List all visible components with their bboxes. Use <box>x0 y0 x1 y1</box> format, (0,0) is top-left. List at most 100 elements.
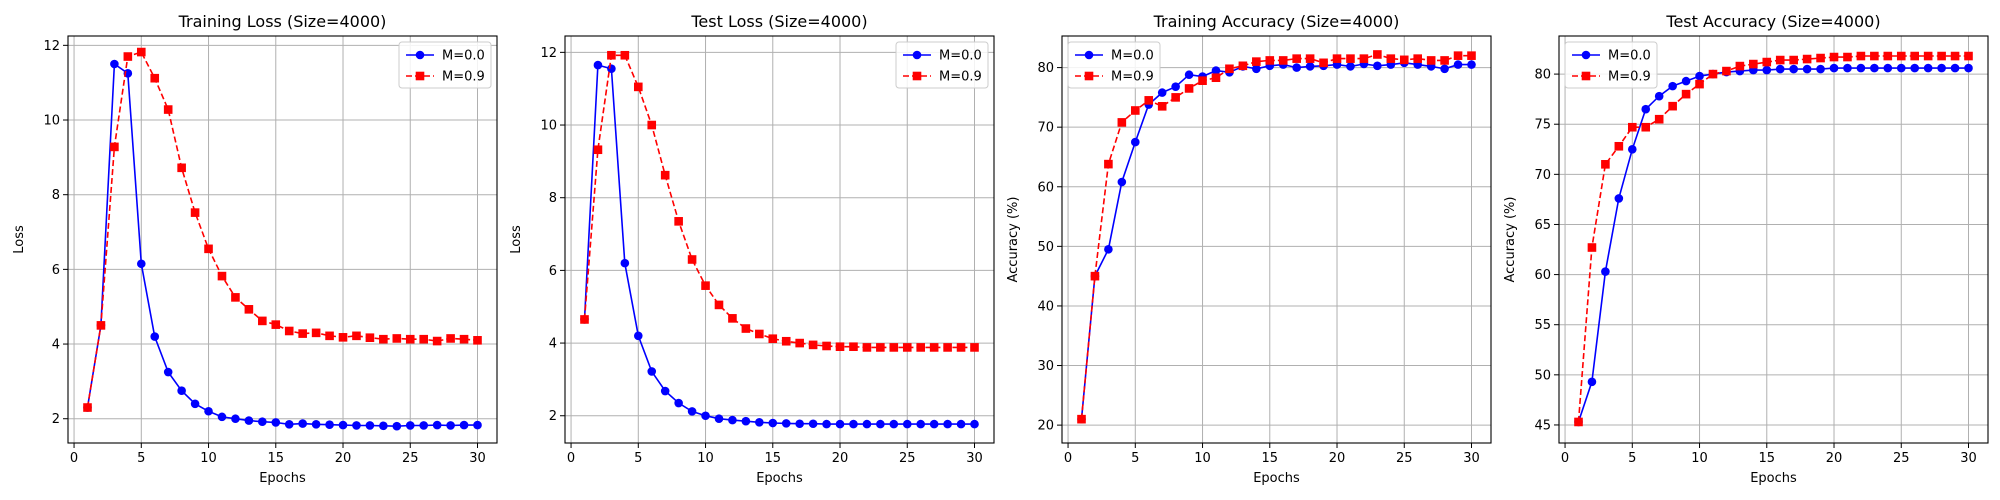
data-point-marker <box>446 334 455 343</box>
data-point-marker <box>1399 55 1409 65</box>
y-tick-label: 2 <box>549 409 557 424</box>
data-point-marker <box>83 403 92 412</box>
data-point-marker <box>459 420 469 430</box>
x-tick-label: 5 <box>1628 451 1636 466</box>
data-point-marker <box>1923 51 1933 61</box>
legend-marker <box>912 50 922 60</box>
y-tick-label: 2 <box>52 412 60 427</box>
data-point-marker <box>1856 51 1866 61</box>
legend-marker <box>912 71 922 81</box>
data-point-marker <box>459 334 469 344</box>
plot-frame <box>67 35 498 444</box>
series-line-2 <box>1080 53 1472 420</box>
y-tick-label: 60 <box>1534 268 1551 283</box>
data-point-marker <box>1789 64 1798 74</box>
data-point-marker <box>352 421 361 430</box>
y-tick-label: 40 <box>1037 299 1054 314</box>
data-point-marker <box>150 73 160 83</box>
y-tick-label: 4 <box>52 338 60 353</box>
x-tick-label: 10 <box>697 451 714 466</box>
data-point-marker <box>1910 63 1920 73</box>
data-point-marker <box>432 420 442 430</box>
data-point-marker <box>1090 271 1100 281</box>
data-point-marker <box>755 417 764 427</box>
data-point-marker <box>271 418 281 427</box>
data-point-marker <box>1937 63 1946 73</box>
legend-marker <box>1084 50 1094 60</box>
data-point-marker <box>822 419 831 429</box>
data-point-marker <box>660 170 670 180</box>
data-point-marker <box>755 329 764 339</box>
data-point-marker <box>1292 63 1301 72</box>
data-point-marker <box>1467 60 1476 69</box>
data-point-marker <box>1117 118 1127 127</box>
chart-panel-3: 0 5 10 15 20 25 30 20 30 40 50 60 70 80 Training Accur… <box>1006 12 1492 486</box>
data-point-marker <box>379 334 388 344</box>
data-point-marker <box>1453 51 1463 60</box>
data-point-marker <box>687 407 697 416</box>
y-axis-label: Loss <box>509 225 524 254</box>
x-tick-label: 10 <box>200 451 217 466</box>
data-point-marker <box>325 331 334 341</box>
data-point-marker <box>741 324 751 333</box>
series-line-1 <box>583 64 975 425</box>
data-point-marker <box>177 163 186 173</box>
data-point-marker <box>1373 50 1382 59</box>
data-point-marker <box>136 47 146 57</box>
data-point-marker <box>231 414 240 424</box>
data-point-marker <box>1843 63 1852 73</box>
chart-title: Test Loss (Size=4000) <box>690 12 867 31</box>
data-point-marker <box>902 419 912 429</box>
data-point-marker <box>1587 243 1597 252</box>
y-tick-label: 75 <box>1534 118 1551 133</box>
data-point-marker <box>916 343 926 352</box>
data-point-marker <box>123 52 133 61</box>
y-tick-label: 70 <box>1037 121 1054 136</box>
data-point-marker <box>1130 137 1140 147</box>
data-point-marker <box>1627 144 1637 154</box>
data-point-marker <box>970 343 979 352</box>
data-point-marker <box>1332 54 1342 63</box>
data-point-marker <box>1130 106 1140 115</box>
x-tick-label: 5 <box>634 451 642 466</box>
data-point-marker <box>714 300 724 310</box>
data-point-marker <box>1601 160 1610 169</box>
data-point-marker <box>204 244 213 254</box>
x-tick-label: 5 <box>1131 451 1139 466</box>
legend: M=0.0 M=0.9 <box>1564 41 1658 89</box>
data-point-marker <box>1654 91 1664 101</box>
data-point-marker <box>311 420 321 429</box>
data-point-marker <box>1386 54 1396 63</box>
data-point-marker <box>849 342 858 352</box>
data-point-marker <box>1883 51 1893 61</box>
data-point-marker <box>862 419 872 429</box>
data-point-marker <box>110 142 119 152</box>
data-point-marker <box>96 321 106 330</box>
data-point-marker <box>473 336 482 345</box>
data-point-marker <box>728 314 737 323</box>
chart-panel-2: 0 5 10 15 20 25 30 2 4 6 8 10 12 Test Loss (Size=4000… <box>509 12 995 486</box>
data-point-marker <box>1964 51 1973 61</box>
x-axis-label: Epochs <box>1750 471 1797 486</box>
x-tick-label: 0 <box>70 451 78 466</box>
x-tick-label: 15 <box>268 451 285 466</box>
data-point-marker <box>822 341 831 351</box>
x-tick-label: 15 <box>1262 451 1279 466</box>
chart-panel-1: 0 5 10 15 20 25 30 2 4 6 8 10 12 Training Loss (Size=… <box>12 12 498 486</box>
y-tick-label: 45 <box>1534 418 1551 433</box>
x-tick-label: 25 <box>1396 451 1413 466</box>
x-tick-label: 20 <box>1329 451 1346 466</box>
data-point-marker <box>419 421 429 430</box>
data-point-marker <box>768 418 778 428</box>
data-point-marker <box>1305 62 1315 71</box>
legend-marker <box>1581 71 1591 81</box>
data-point-marker <box>1574 417 1583 427</box>
data-point-marker <box>1117 177 1127 187</box>
legend-label: M=0.0 <box>442 49 485 64</box>
y-tick-label: 55 <box>1534 318 1551 333</box>
data-point-marker <box>1373 61 1382 71</box>
data-point-marker <box>271 320 281 329</box>
data-point-marker <box>204 406 213 416</box>
data-point-marker <box>1641 104 1651 114</box>
data-point-marker <box>1346 54 1355 63</box>
